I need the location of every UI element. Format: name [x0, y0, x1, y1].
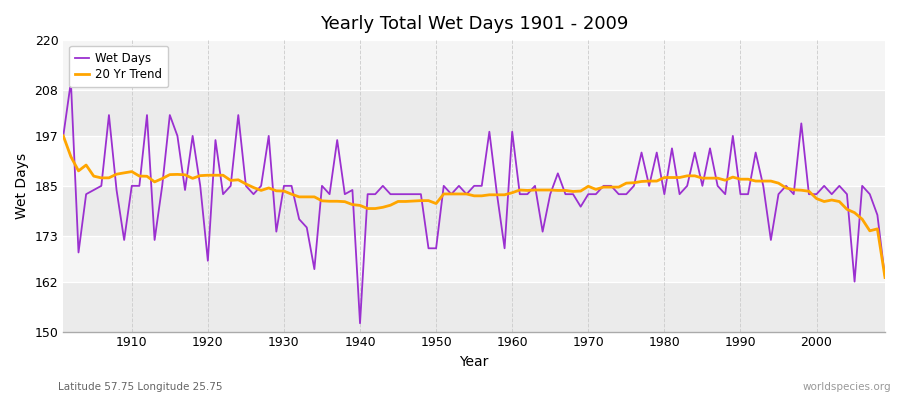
Text: Latitude 57.75 Longitude 25.75: Latitude 57.75 Longitude 25.75: [58, 382, 223, 392]
Wet Days: [522, 192, 533, 196]
Bar: [63, 236, 885, 282]
Bar: [63, 186, 885, 236]
Bar: [63, 136, 885, 186]
Bar: [63, 282, 885, 332]
Wet Days: [355, 321, 365, 326]
Wet Days: [66, 79, 77, 84]
Wet Days: [58, 134, 68, 138]
Wet Days: [339, 192, 350, 196]
Legend: Wet Days, 20 Yr Trend: Wet Days, 20 Yr Trend: [69, 46, 168, 87]
20 Yr Trend: [598, 185, 609, 190]
20 Yr Trend: [119, 170, 130, 175]
20 Yr Trend: [332, 199, 343, 204]
Line: 20 Yr Trend: 20 Yr Trend: [63, 136, 885, 278]
20 Yr Trend: [879, 275, 890, 280]
20 Yr Trend: [500, 192, 510, 197]
Wet Days: [515, 192, 526, 196]
X-axis label: Year: Year: [460, 355, 489, 369]
Wet Days: [126, 184, 137, 188]
Text: worldspecies.org: worldspecies.org: [803, 382, 891, 392]
20 Yr Trend: [58, 134, 68, 138]
Bar: [63, 90, 885, 136]
20 Yr Trend: [286, 192, 297, 196]
Wet Days: [293, 217, 304, 222]
Wet Days: [879, 275, 890, 280]
20 Yr Trend: [507, 190, 517, 195]
Y-axis label: Wet Days: Wet Days: [15, 153, 29, 219]
Bar: [63, 40, 885, 90]
Line: Wet Days: Wet Days: [63, 82, 885, 323]
Wet Days: [613, 192, 624, 196]
Title: Yearly Total Wet Days 1901 - 2009: Yearly Total Wet Days 1901 - 2009: [320, 15, 628, 33]
